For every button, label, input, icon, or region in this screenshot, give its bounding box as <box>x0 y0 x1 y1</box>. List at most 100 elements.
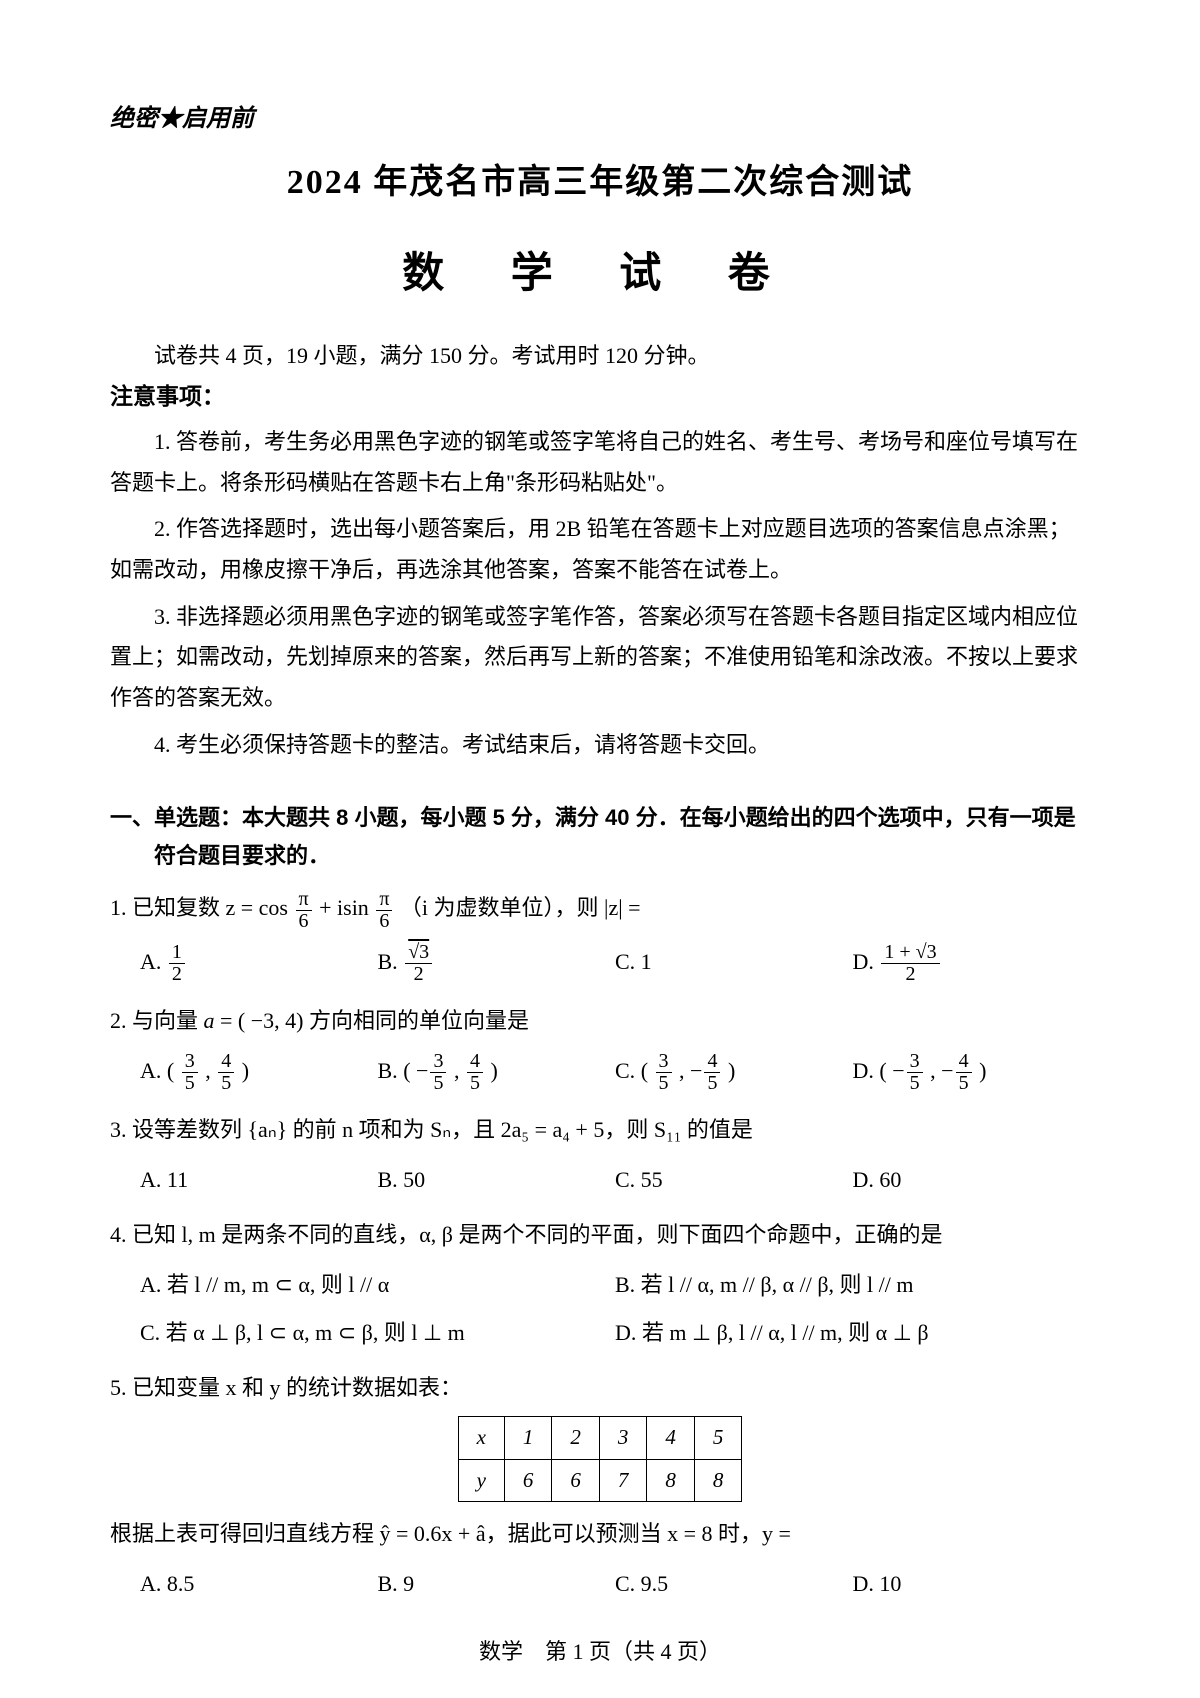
option-a: A. 8.5 <box>140 1560 378 1608</box>
options-row: A. 8.5 B. 9 C. 9.5 D. 10 <box>140 1560 1090 1608</box>
numerator: 1 + √3 <box>881 942 939 964</box>
numerator: π <box>296 889 312 911</box>
question-2: 2. 与向量 a = ( −3, 4) 方向相同的单位向量是 A. ( 35 ,… <box>110 1001 1090 1098</box>
table-cell: 8 <box>694 1459 742 1502</box>
denominator: 5 <box>656 1073 672 1094</box>
denominator: 6 <box>296 911 312 932</box>
denominator: 5 <box>956 1073 972 1094</box>
option-d: D. 1 + √32 <box>853 938 1091 989</box>
stem-text: 1. 已知复数 z = cos <box>110 895 294 920</box>
option-d: D. 10 <box>853 1560 1091 1608</box>
numerator: 4 <box>956 1051 972 1073</box>
table-cell: 4 <box>647 1416 695 1459</box>
option-c: C. 55 <box>615 1156 853 1204</box>
option-a: A. 11 <box>140 1156 378 1204</box>
table-cell: 3 <box>599 1416 647 1459</box>
numerator: 3 <box>656 1051 672 1073</box>
option-a: A. 12 <box>140 938 378 989</box>
question-4: 4. 已知 l, m 是两条不同的直线，α, β 是两个不同的平面，则下面四个命… <box>110 1215 1090 1356</box>
notice-heading: 注意事项： <box>110 379 1090 416</box>
option-label: D. <box>853 1058 880 1083</box>
denominator: 2 <box>405 964 432 985</box>
denominator: 5 <box>430 1073 446 1094</box>
options-row: A. ( 35 , 45 ) B. ( −35 , 45 ) C. ( 35 ,… <box>140 1047 1090 1098</box>
option-c: C. 9.5 <box>615 1560 853 1608</box>
table-cell: 6 <box>552 1459 600 1502</box>
table-row: x 1 2 3 4 5 <box>458 1416 742 1459</box>
question-stem: 5. 已知变量 x 和 y 的统计数据如表： <box>110 1368 1090 1408</box>
table-cell: 7 <box>599 1459 647 1502</box>
table-row: y 6 6 7 8 8 <box>458 1459 742 1502</box>
notice-item: 2. 作答选择题时，选出每小题答案后，用 2B 铅笔在答题卡上对应题目选项的答案… <box>110 509 1090 590</box>
table-cell: x <box>458 1416 504 1459</box>
notice-item: 4. 考生必须保持答题卡的整洁。考试结束后，请将答题卡交回。 <box>110 725 1090 766</box>
option-label: A. <box>140 1058 167 1083</box>
option-c: C. 若 α ⊥ β, l ⊂ α, m ⊂ β, 则 l ⊥ m <box>140 1309 615 1357</box>
exam-title-sub: 数 学 试 卷 <box>110 241 1090 308</box>
fraction: π6 <box>376 889 392 932</box>
numerator: 4 <box>467 1051 483 1073</box>
notice-item: 1. 答卷前，考生务必用黑色字迹的钢笔或签字笔将自己的姓名、考生号、考场号和座位… <box>110 422 1090 503</box>
option-b: B. ( −35 , 45 ) <box>378 1047 616 1098</box>
option-label: B. <box>378 949 404 974</box>
page-footer: 数学 第 1 页（共 4 页） <box>110 1634 1090 1669</box>
option-d: D. ( −35 , −45 ) <box>853 1047 1091 1098</box>
option-b: B. 若 l // α, m // β, α // β, 则 l // m <box>615 1261 1090 1309</box>
question-stem: 2. 与向量 a = ( −3, 4) 方向相同的单位向量是 <box>110 1001 1090 1041</box>
table-cell: 1 <box>504 1416 552 1459</box>
question-post: 根据上表可得回归直线方程 ŷ = 0.6x + â，据此可以预测当 x = 8 … <box>110 1514 1090 1554</box>
confidential-label: 绝密★启用前 <box>110 100 1090 138</box>
sqrt-value: √3 <box>408 941 429 963</box>
numerator: 4 <box>704 1051 720 1073</box>
options-row: A. 12 B. √32 C. 1 D. 1 + √32 <box>140 938 1090 989</box>
option-label: D. <box>853 949 880 974</box>
notice-item: 3. 非选择题必须用黑色字迹的钢笔或签字笔作答，答案必须写在答题卡各题目指定区域… <box>110 597 1090 719</box>
options-row: A. 若 l // m, m ⊂ α, 则 l // α B. 若 l // α… <box>140 1261 1090 1356</box>
question-5: 5. 已知变量 x 和 y 的统计数据如表： x 1 2 3 4 5 y 6 6… <box>110 1368 1090 1607</box>
table-cell: 6 <box>504 1459 552 1502</box>
denominator: 2 <box>169 964 185 985</box>
question-1: 1. 已知复数 z = cos π6 + isin π6 （i 为虚数单位），则… <box>110 888 1090 989</box>
numerator: π <box>376 889 392 911</box>
option-d: D. 60 <box>853 1156 1091 1204</box>
option-label: C. <box>615 1058 641 1083</box>
denominator: 2 <box>881 964 939 985</box>
question-stem: 3. 设等差数列 {aₙ} 的前 n 项和为 Sₙ，且 2a₅ = a₄ + 5… <box>110 1110 1090 1150</box>
denominator: 5 <box>907 1073 923 1094</box>
option-c: C. 1 <box>615 938 853 989</box>
option-c: C. ( 35 , −45 ) <box>615 1047 853 1098</box>
denominator: 6 <box>376 911 392 932</box>
table-cell: 8 <box>647 1459 695 1502</box>
section-heading: 一、单选题：本大题共 8 小题，每小题 5 分，满分 40 分．在每小题给出的四… <box>154 799 1090 874</box>
denominator: 5 <box>182 1073 198 1094</box>
fraction: π6 <box>296 889 312 932</box>
data-table: x 1 2 3 4 5 y 6 6 7 8 8 <box>458 1416 743 1503</box>
numerator: 1 <box>169 942 185 964</box>
stem-text: + isin <box>319 895 374 920</box>
numerator: 3 <box>430 1051 446 1073</box>
options-row: A. 11 B. 50 C. 55 D. 60 <box>140 1156 1090 1204</box>
stem-text: （i 为虚数单位），则 |z| = <box>400 895 641 920</box>
fraction: 1 + √32 <box>881 942 939 985</box>
numerator: 3 <box>182 1051 198 1073</box>
option-label: A. <box>140 949 167 974</box>
fraction: 12 <box>169 942 185 985</box>
question-stem: 1. 已知复数 z = cos π6 + isin π6 （i 为虚数单位），则… <box>110 888 1090 931</box>
option-b: B. 50 <box>378 1156 616 1204</box>
numerator: √3 <box>405 942 432 964</box>
table-cell: 5 <box>694 1416 742 1459</box>
denominator: 5 <box>704 1073 720 1094</box>
option-label: B. <box>378 1058 404 1083</box>
option-b: B. 9 <box>378 1560 616 1608</box>
option-a: A. ( 35 , 45 ) <box>140 1047 378 1098</box>
fraction: √32 <box>405 942 432 985</box>
numerator: 3 <box>907 1051 923 1073</box>
option-a: A. 若 l // m, m ⊂ α, 则 l // α <box>140 1261 615 1309</box>
table-cell: 2 <box>552 1416 600 1459</box>
option-b: B. √32 <box>378 938 616 989</box>
option-d: D. 若 m ⊥ β, l // α, l // m, 则 α ⊥ β <box>615 1309 1090 1357</box>
numerator: 4 <box>218 1051 234 1073</box>
denominator: 5 <box>218 1073 234 1094</box>
exam-title-main: 2024 年茂名市高三年级第二次综合测试 <box>110 156 1090 210</box>
table-cell: y <box>458 1459 504 1502</box>
